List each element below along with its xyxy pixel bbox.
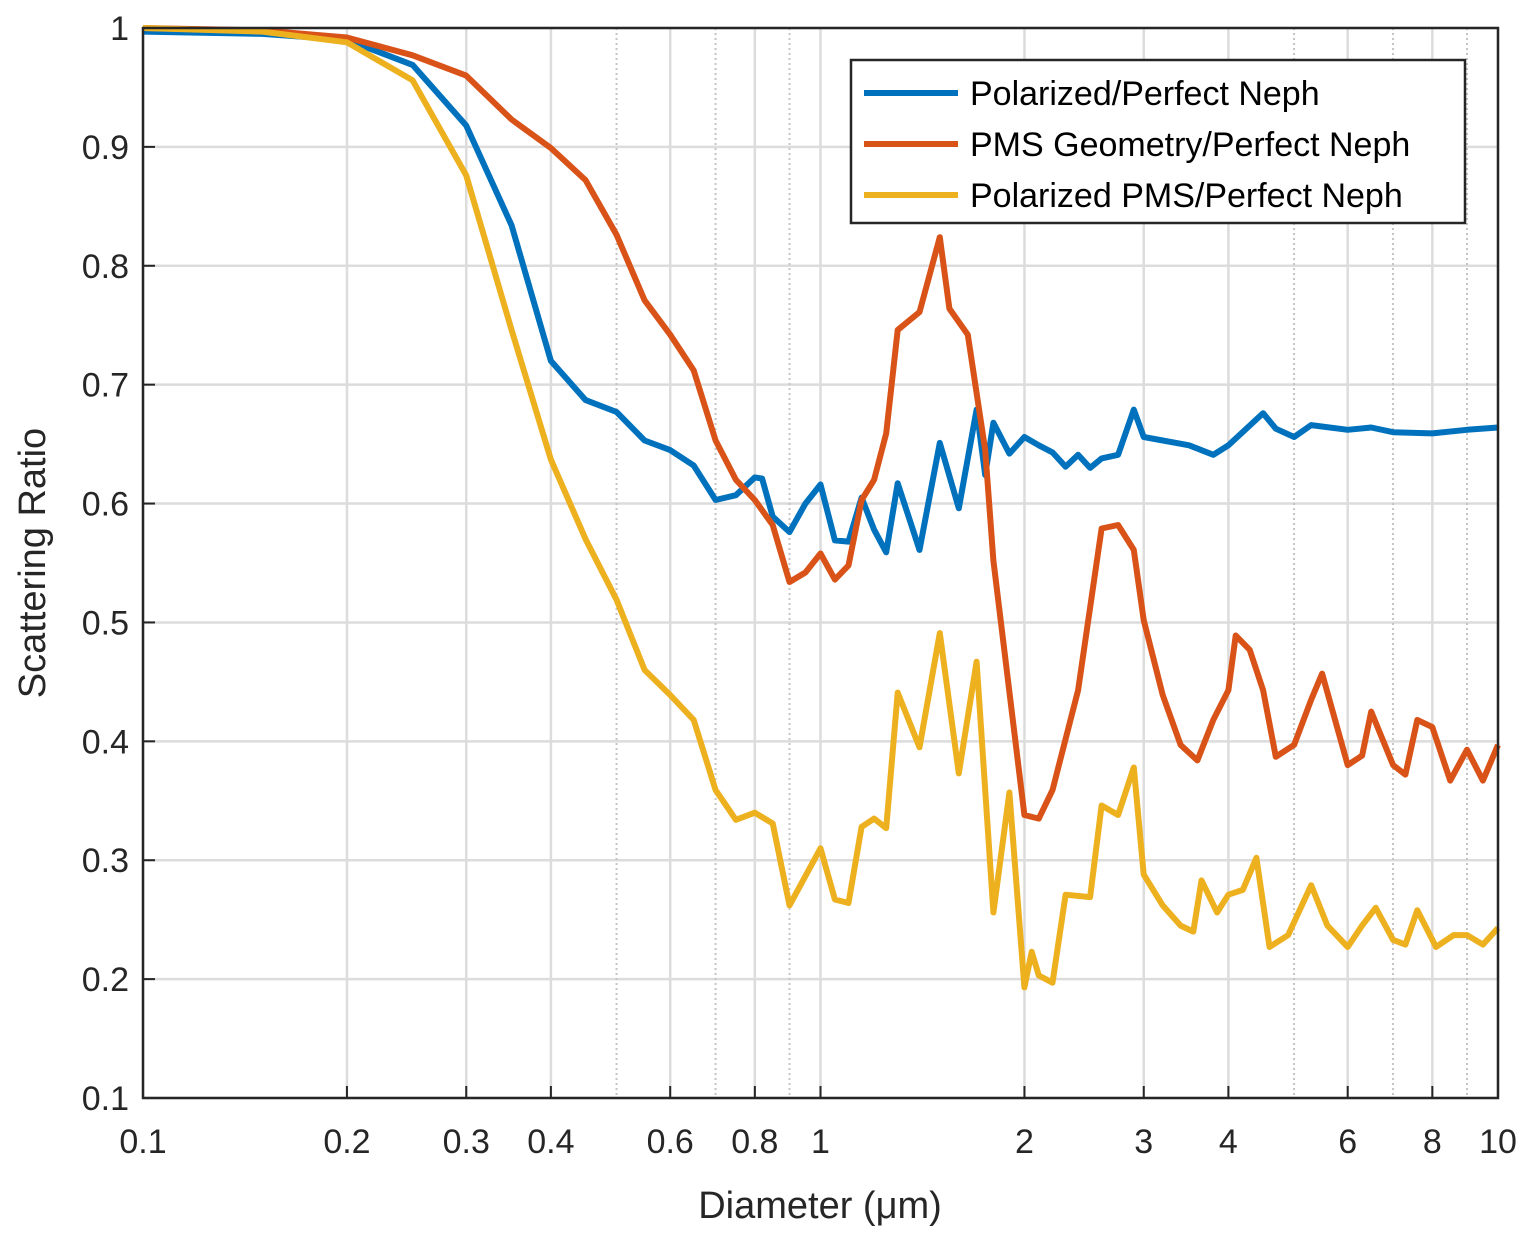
y-tick-label: 0.2	[82, 961, 129, 999]
y-axis-label: Scattering Ratio	[12, 428, 54, 698]
series-line-1	[142, 28, 1499, 556]
y-tick-label: 0.3	[82, 842, 129, 880]
x-tick-label: 4	[1219, 1123, 1238, 1161]
x-tick-label: 6	[1338, 1123, 1357, 1161]
legend-label: Polarized PMS/Perfect Neph	[970, 177, 1403, 215]
legend-label: PMS Geometry/Perfect Neph	[970, 126, 1410, 164]
series-lines	[142, 25, 1501, 991]
x-tick-label: 0.1	[119, 1123, 166, 1161]
y-tick-label: 0.8	[82, 248, 129, 286]
x-tick-label: 0.8	[731, 1123, 778, 1161]
y-tick-label: 0.5	[82, 604, 129, 642]
y-tick-label: 0.4	[82, 723, 129, 761]
legend: Polarized/Perfect Neph PMS Geometry/Perfe…	[849, 58, 1467, 225]
x-tick-label: 0.3	[443, 1123, 490, 1161]
x-axis-label: Diameter (μm)	[698, 1185, 942, 1227]
x-tick-label: 0.6	[647, 1123, 694, 1161]
x-tick-label: 3	[1134, 1123, 1153, 1161]
y-tick-label: 0.9	[82, 129, 129, 167]
series-line-2	[142, 25, 1501, 822]
x-tick-label: 1	[811, 1123, 830, 1161]
series-line-3	[142, 25, 1501, 991]
x-tick-label: 8	[1423, 1123, 1442, 1161]
x-tick-label: 10	[1479, 1123, 1517, 1161]
x-tick-label: 0.2	[323, 1123, 370, 1161]
y-tick-label: 0.6	[82, 486, 129, 524]
y-tick-label: 1	[110, 10, 129, 48]
x-tick-label: 2	[1015, 1123, 1034, 1161]
y-tick-label: 0.1	[82, 1080, 129, 1118]
legend-label: Polarized/Perfect Neph	[970, 75, 1320, 113]
y-tick-label: 0.7	[82, 367, 129, 405]
tick-labels: 0.1 0.2 0.3 0.4 0.6 0.8 1 2 3 4 6 8 10 0.1 0.2 0.3 0.4 0.…	[82, 10, 1517, 1161]
x-tick-label: 0.4	[527, 1123, 574, 1161]
